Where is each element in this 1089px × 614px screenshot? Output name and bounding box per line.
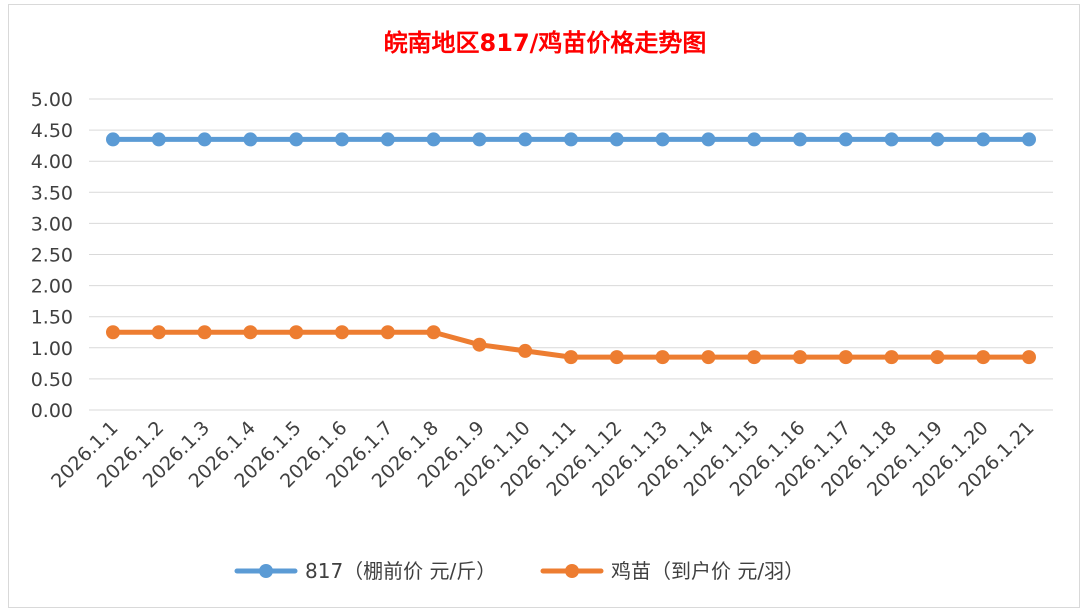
data-point	[380, 132, 395, 147]
y-tick-label: 2.00	[31, 276, 73, 298]
data-point	[930, 132, 945, 147]
y-axis-ticks: 0.00 0.50 1.00 1.50 2.00 2.50 3.00 3.50 4.00 4.50…	[31, 89, 73, 422]
data-point	[564, 132, 578, 147]
data-point	[289, 132, 304, 147]
data-point	[609, 132, 624, 147]
data-point	[106, 132, 120, 147]
data-point	[151, 132, 166, 147]
series-layer	[106, 132, 1036, 365]
data-point	[426, 325, 441, 340]
data-point	[976, 350, 991, 365]
data-point	[151, 325, 166, 340]
data-point	[609, 350, 624, 365]
data-point	[884, 132, 899, 147]
legend-swatch-marker	[565, 564, 579, 578]
y-tick-label: 0.00	[31, 400, 73, 422]
legend: 817（棚前价 元/斤） 鸡苗（到户价 元/羽）	[234, 559, 804, 583]
data-point	[197, 132, 212, 147]
legend-item-2: 鸡苗（到户价 元/羽）	[540, 559, 804, 583]
data-point	[197, 325, 212, 340]
data-point	[289, 325, 304, 340]
y-tick-label: 2.50	[31, 245, 73, 267]
data-point	[747, 350, 762, 365]
series-1	[106, 132, 1036, 147]
data-point	[838, 132, 853, 147]
y-tick-label: 3.50	[31, 182, 73, 204]
line-chart: 皖南地区817/鸡苗价格走势图 0.00 0.50 1.00 1.50 2.00 2.50…	[31, 29, 1053, 583]
data-point	[793, 132, 807, 147]
y-tick-label: 4.00	[31, 151, 73, 173]
data-point	[426, 132, 441, 147]
data-point	[106, 325, 120, 340]
data-point	[518, 132, 533, 147]
chart-title: 皖南地区817/鸡苗价格走势图	[384, 29, 707, 57]
y-tick-label: 0.50	[31, 369, 73, 391]
data-point	[472, 132, 487, 147]
legend-label: 817（棚前价 元/斤）	[305, 559, 496, 583]
data-point	[884, 350, 899, 365]
data-point	[518, 343, 533, 358]
data-point	[655, 350, 670, 365]
data-point	[655, 132, 670, 147]
data-point	[335, 325, 349, 340]
y-tick-label: 1.00	[31, 338, 73, 360]
y-tick-label: 4.50	[31, 120, 73, 142]
legend-swatch-marker	[259, 564, 273, 578]
data-point	[701, 350, 716, 365]
data-point	[243, 132, 258, 147]
data-point	[243, 325, 258, 340]
data-point	[472, 337, 487, 352]
chart-frame: 皖南地区817/鸡苗价格走势图 0.00 0.50 1.00 1.50 2.00 2.50…	[8, 4, 1080, 608]
data-point	[976, 132, 991, 147]
data-point	[380, 325, 395, 340]
data-point	[1022, 132, 1036, 147]
series-2	[106, 325, 1036, 365]
data-point	[335, 132, 349, 147]
data-point	[930, 350, 945, 365]
data-point	[838, 350, 853, 365]
gridlines	[89, 98, 1053, 411]
y-tick-label: 5.00	[31, 89, 73, 111]
data-point	[747, 132, 762, 147]
y-tick-label: 3.00	[31, 213, 73, 235]
data-point	[1022, 350, 1036, 365]
y-tick-label: 1.50	[31, 307, 73, 329]
data-point	[793, 350, 807, 365]
legend-label: 鸡苗（到户价 元/羽）	[611, 559, 804, 583]
x-axis-ticks: 2026.1.12026.1.22026.1.32026.1.42026.1.5…	[47, 417, 1038, 501]
legend-item-1: 817（棚前价 元/斤）	[234, 559, 496, 583]
data-point	[701, 132, 716, 147]
data-point	[564, 350, 578, 365]
